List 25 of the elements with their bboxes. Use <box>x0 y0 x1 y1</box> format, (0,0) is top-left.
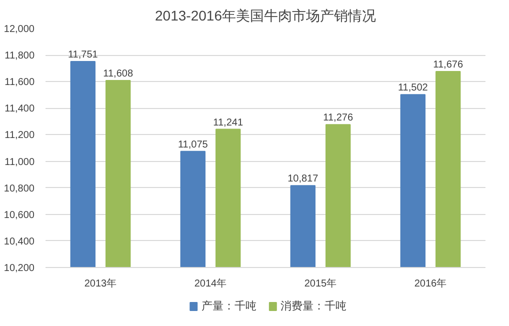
y-tick-label: 11,600 <box>4 77 35 88</box>
x-tick-label: 2014年 <box>194 278 227 290</box>
chart-title: 2013-2016年美国牛肉市场产销情况 <box>155 8 376 24</box>
data-label: 11,751 <box>68 50 98 61</box>
x-tick-label: 2013年 <box>84 278 117 290</box>
data-label: 11,608 <box>103 68 134 80</box>
y-tick-label: 10,400 <box>4 236 35 248</box>
y-tick-label: 11,400 <box>4 104 35 115</box>
y-tick-label: 11,000 <box>4 156 35 168</box>
legend-label: 消费量：千吨 <box>280 300 347 312</box>
data-label: 11,502 <box>398 82 428 94</box>
data-label: 11,075 <box>178 139 208 150</box>
y-tick-label: 10,600 <box>4 210 35 221</box>
x-tick-label: 2016年 <box>414 278 447 290</box>
data-label: 11,676 <box>433 60 464 71</box>
y-tick-label: 11,200 <box>4 130 35 142</box>
y-tick-label: 12,000 <box>4 24 35 35</box>
data-label: 11,241 <box>213 117 244 128</box>
y-tick-label: 10,200 <box>4 263 35 274</box>
data-label: 11,276 <box>323 112 354 124</box>
data-label: 10,817 <box>288 174 319 185</box>
x-tick-label: 2015年 <box>304 278 337 290</box>
legend-label: 产量：千吨 <box>201 300 256 312</box>
y-tick-label: 11,800 <box>4 50 35 62</box>
y-tick-label: 10,800 <box>4 183 35 194</box>
